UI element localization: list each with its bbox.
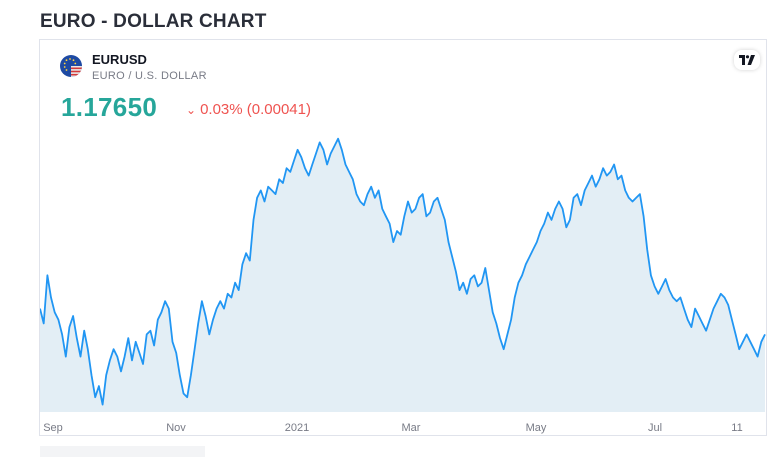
x-tick-label: Nov (166, 422, 186, 434)
page-title: EURO - DOLLAR CHART (40, 11, 267, 32)
tradingview-logo-glyph (739, 55, 755, 65)
x-tick-label: May (526, 422, 547, 434)
series-line (40, 137, 766, 406)
series-area (40, 138, 765, 412)
price-chart[interactable]: Sep Nov 2021 Mar May Jul 11 (40, 40, 767, 436)
x-tick-label: Jul (648, 422, 662, 434)
x-tick-label: Sep (43, 422, 63, 434)
symbol-description: EURO / U.S. DOLLAR (92, 70, 207, 82)
price-change: ⌄ 0.03% (0.00041) (186, 101, 311, 118)
x-tick-label: Mar (402, 422, 421, 434)
chevron-down-icon: ⌄ (186, 103, 197, 117)
symbol-name[interactable]: EURUSD (92, 52, 147, 67)
symbol-overview-widget[interactable]: EURUSD EURO / U.S. DOLLAR 1.17650 ⌄ 0.03%… (39, 39, 767, 436)
footer-placeholder (40, 446, 205, 457)
x-tick-label: 11 (731, 422, 742, 434)
last-price: 1.17650 (61, 92, 158, 122)
price-change-value: 0.03% (0.00041) (200, 101, 311, 118)
eu-us-flag-icon (60, 55, 82, 77)
tradingview-logo-icon[interactable] (734, 50, 760, 70)
x-tick-label: 2021 (285, 422, 309, 434)
